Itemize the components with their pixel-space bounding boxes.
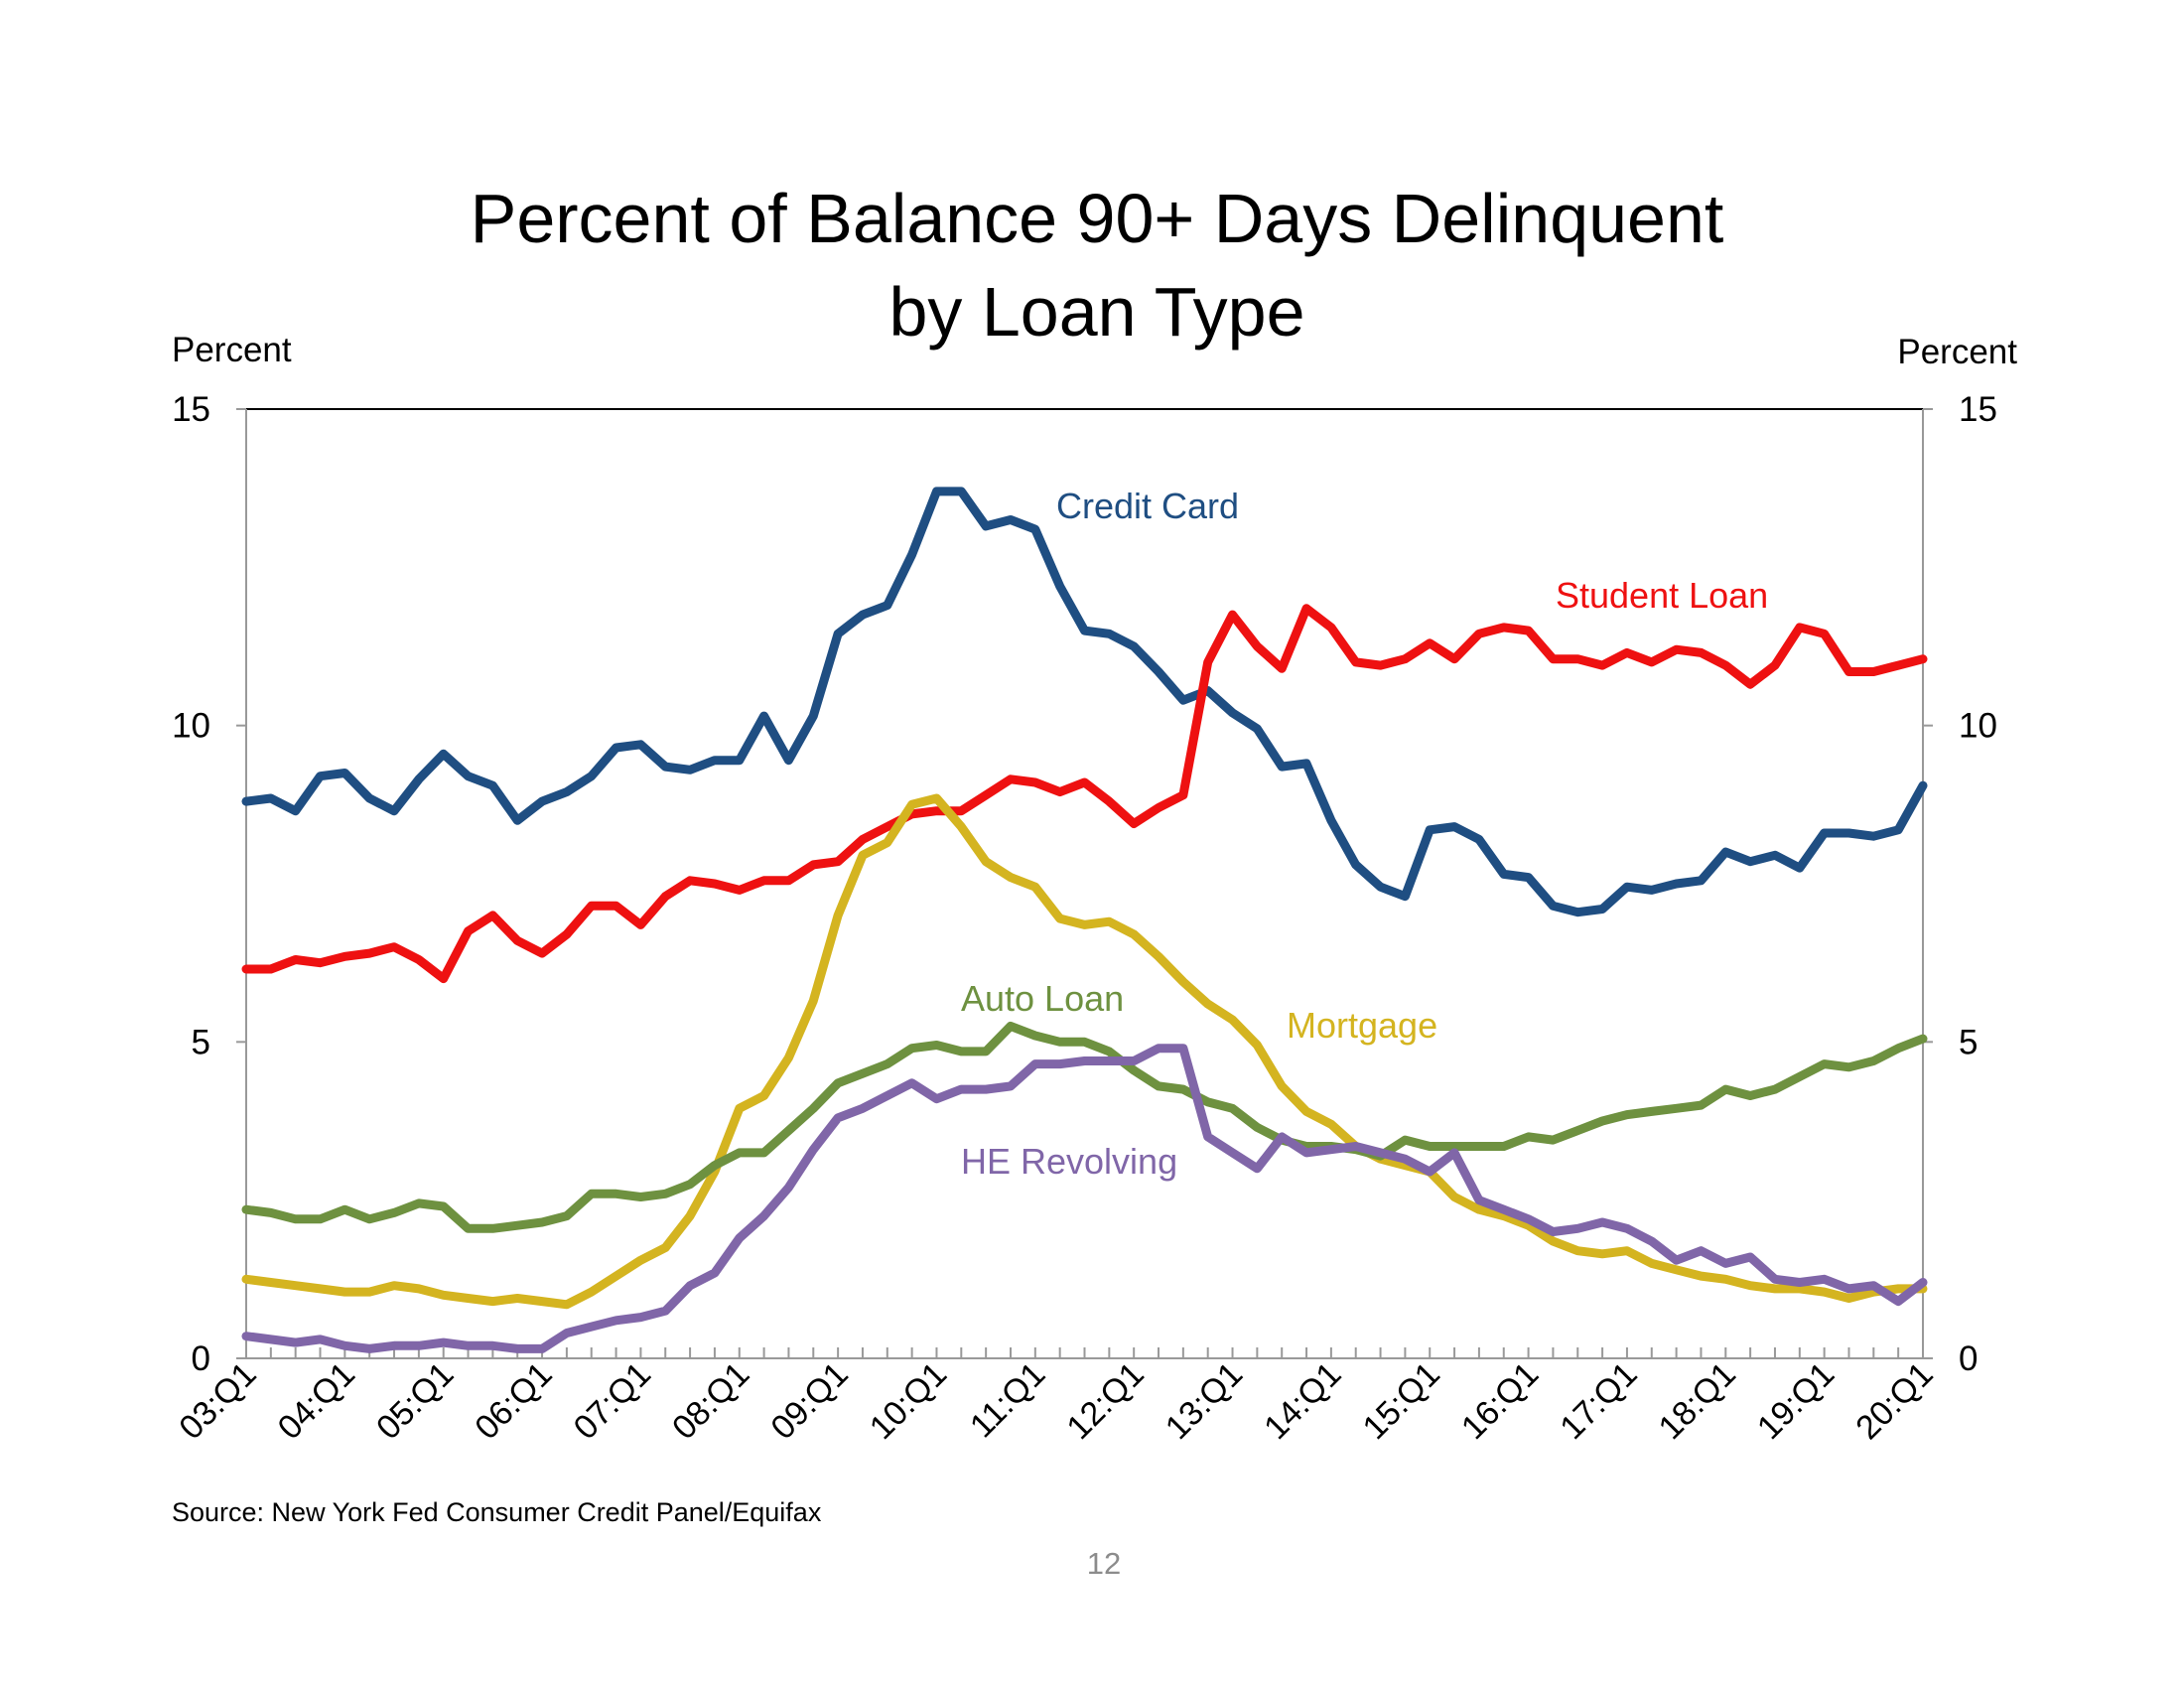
y-tick-label-right: 10 xyxy=(1959,707,1997,746)
series-line-mortgage xyxy=(241,793,1928,1310)
source-note: Source: New York Fed Consumer Credit Pan… xyxy=(172,1497,822,1527)
x-tick-label: 14:Q1 xyxy=(1257,1355,1348,1447)
x-tick-label: 15:Q1 xyxy=(1356,1355,1447,1447)
y-tick-label-right: 15 xyxy=(1959,390,1997,429)
y-tick-label-left: 10 xyxy=(172,707,210,746)
y-axis-right-label: Percent xyxy=(1897,333,2017,371)
x-tick-label: 05:Q1 xyxy=(369,1355,461,1447)
x-tick-label: 04:Q1 xyxy=(271,1355,362,1447)
x-tick-label: 13:Q1 xyxy=(1159,1355,1250,1447)
y-tick-label-left: 0 xyxy=(192,1339,210,1378)
y-axis-left-label: Percent xyxy=(172,331,292,369)
x-ticks: 03:Q1 04:Q1 05:Q1 06:Q1 07:Q1 08:Q1 09:Q1 10:Q1… xyxy=(172,1347,1941,1447)
x-tick-label: 03:Q1 xyxy=(172,1355,263,1447)
x-tick-label: 20:Q1 xyxy=(1848,1355,1940,1447)
x-tick-label: 06:Q1 xyxy=(468,1355,559,1447)
x-tick-label: 16:Q1 xyxy=(1454,1355,1546,1447)
chart-title-line-1: Percent of Balance 90+ Days Delinquent xyxy=(471,180,1724,257)
y-tick-label-right: 5 xyxy=(1959,1023,1978,1061)
series-line-he-revolving xyxy=(241,1044,1928,1353)
y-tick-label-left: 15 xyxy=(172,390,210,429)
x-tick-label: 17:Q1 xyxy=(1553,1355,1644,1447)
x-tick-label: 18:Q1 xyxy=(1652,1355,1743,1447)
x-tick-label: 10:Q1 xyxy=(863,1355,954,1447)
series-label-auto-loan: Auto Loan xyxy=(961,978,1124,1019)
y-tick-label-left: 5 xyxy=(192,1023,210,1061)
y-tick-label-right: 0 xyxy=(1959,1339,1978,1378)
series-lines xyxy=(241,487,1928,1353)
series-line-auto-loan xyxy=(241,1021,1928,1233)
page-number: 12 xyxy=(1087,1546,1121,1581)
y-ticks: 0 0 5 5 10 10 15 15 xyxy=(172,390,1997,1378)
series-label-student-loan: Student Loan xyxy=(1556,575,1768,616)
x-tick-label: 08:Q1 xyxy=(665,1355,756,1447)
x-tick-label: 07:Q1 xyxy=(567,1355,658,1447)
chart-title-line-2: by Loan Type xyxy=(888,273,1304,351)
x-tick-label: 09:Q1 xyxy=(763,1355,855,1447)
series-label-he-revolving: HE Revolving xyxy=(961,1141,1177,1182)
series-line-student-loan xyxy=(241,604,1928,984)
series-label-credit-card: Credit Card xyxy=(1056,486,1239,526)
series-line-credit-card xyxy=(241,487,1928,917)
x-tick-label: 12:Q1 xyxy=(1059,1355,1151,1447)
x-tick-label: 11:Q1 xyxy=(963,1355,1053,1446)
series-label-mortgage: Mortgage xyxy=(1287,1005,1437,1046)
x-tick-label: 19:Q1 xyxy=(1750,1355,1842,1447)
